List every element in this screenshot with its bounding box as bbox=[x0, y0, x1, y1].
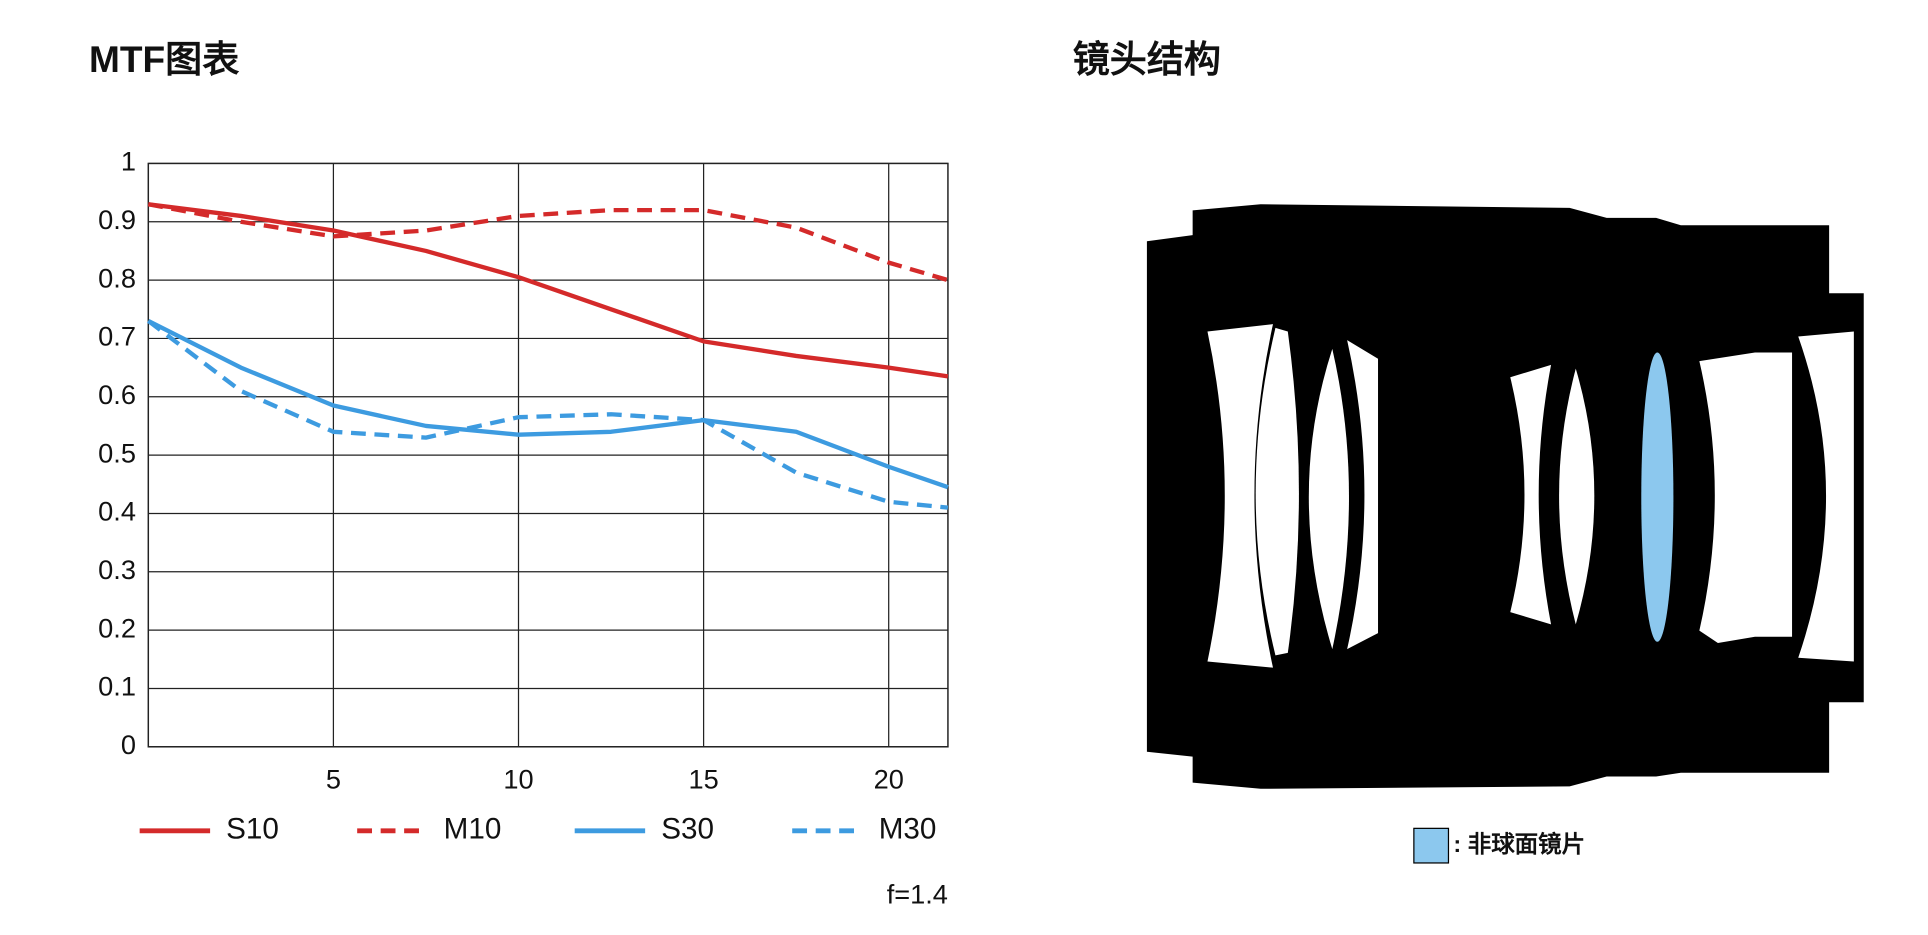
lens-element bbox=[1798, 331, 1854, 662]
y-tick-label: 0.6 bbox=[98, 379, 136, 410]
y-tick-label: 0 bbox=[121, 729, 136, 760]
x-tick-label: 5 bbox=[326, 764, 341, 795]
lens-element bbox=[1699, 352, 1793, 643]
x-tick-label: 10 bbox=[503, 764, 533, 795]
lens-element bbox=[1308, 348, 1349, 650]
legend-label: S10 bbox=[226, 813, 279, 846]
aspherical-lens bbox=[1641, 352, 1674, 642]
legend-label: : 非球面镜片 bbox=[1453, 830, 1585, 857]
x-tick-label: 20 bbox=[874, 764, 904, 795]
y-tick-label: 0.7 bbox=[98, 321, 136, 352]
lens-diagram: : 非球面镜片 bbox=[1146, 204, 1864, 864]
y-tick-label: 0.1 bbox=[98, 671, 136, 702]
legend-label: M30 bbox=[879, 813, 937, 846]
y-tick-label: 0.4 bbox=[98, 496, 136, 527]
y-tick-label: 0.2 bbox=[98, 612, 136, 643]
chart-note: f=1.4 bbox=[887, 879, 948, 910]
x-tick-label: 15 bbox=[688, 764, 718, 795]
lens-element bbox=[1207, 324, 1273, 668]
lens-body bbox=[1146, 204, 1864, 789]
lens-element bbox=[1255, 327, 1299, 656]
y-tick-label: 0.8 bbox=[98, 262, 136, 293]
series-line bbox=[147, 202, 949, 283]
diagram-title: 镜头结构 bbox=[1073, 38, 1221, 80]
chart-title: MTF图表 bbox=[89, 38, 239, 80]
legend-label: S30 bbox=[661, 813, 714, 846]
lens-element bbox=[1510, 364, 1552, 625]
y-tick-label: 0.9 bbox=[98, 204, 136, 235]
series-line bbox=[147, 319, 949, 510]
series-line bbox=[147, 319, 949, 490]
legend-swatch bbox=[1413, 827, 1450, 864]
legend-label: M10 bbox=[444, 813, 502, 846]
lens-element bbox=[1559, 368, 1595, 625]
plot-frame bbox=[147, 162, 949, 748]
y-tick-label: 0.5 bbox=[98, 437, 136, 468]
lens-element bbox=[1347, 340, 1379, 650]
y-tick-label: 1 bbox=[121, 146, 136, 177]
y-tick-label: 0.3 bbox=[98, 554, 136, 585]
series-line bbox=[148, 202, 949, 379]
